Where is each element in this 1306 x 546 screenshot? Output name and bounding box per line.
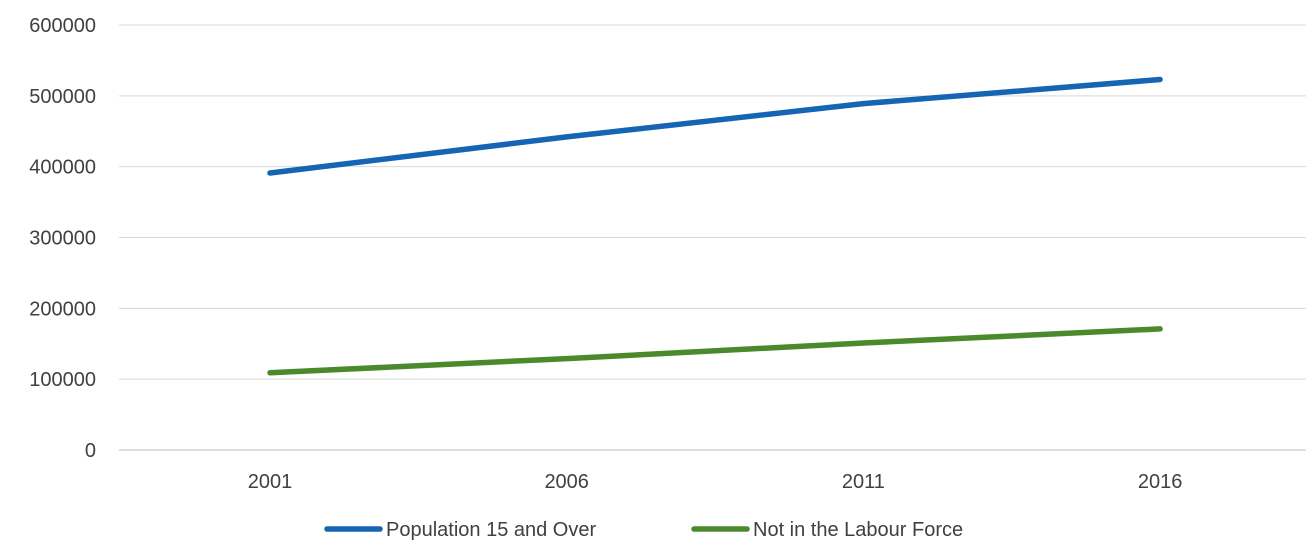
- y-tick-label: 100000: [29, 369, 96, 391]
- y-tick-label: 0: [85, 440, 96, 462]
- legend: Population 15 and Over Not in the Labour …: [324, 519, 963, 541]
- x-tick-label: 2016: [1138, 471, 1183, 493]
- series-line-2: [267, 326, 1163, 376]
- legend-label-2: Not in the Labour Force: [753, 519, 963, 541]
- series-lines: [267, 76, 1163, 376]
- y-tick-label: 300000: [29, 228, 96, 250]
- y-tick-label: 400000: [29, 157, 96, 179]
- gridlines: [119, 24, 1306, 451]
- x-tick-label: 2011: [842, 471, 885, 493]
- y-tick-label: 200000: [29, 298, 96, 320]
- y-tick-label: 600000: [29, 15, 96, 37]
- y-tick-label: 500000: [29, 86, 96, 108]
- axes: 0 100000 200000 300000 400000 500000 600000 200…: [29, 15, 1182, 493]
- series-line-1: [267, 76, 1163, 176]
- legend-label-1: Population 15 and Over: [386, 519, 596, 541]
- x-tick-label: 2001: [248, 471, 293, 493]
- x-tick-label: 2006: [544, 471, 589, 493]
